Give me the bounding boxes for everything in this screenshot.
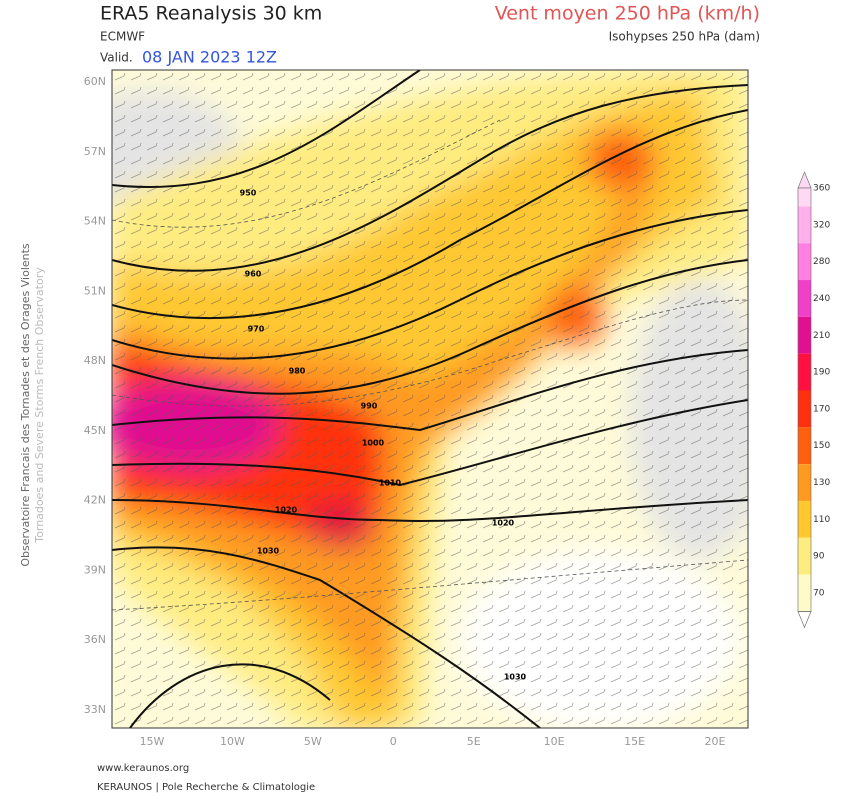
contour-label: 960 — [245, 270, 262, 279]
colorbar-label: 150 — [813, 441, 830, 451]
lat-label: 57N — [84, 145, 106, 158]
contour-label: 970 — [248, 325, 265, 334]
colorbar-swatch — [798, 206, 811, 244]
contour-label: 950 — [240, 189, 257, 198]
lon-label: 5W — [304, 735, 322, 748]
colorbar-swatch — [798, 537, 811, 575]
lon-label: 0 — [390, 735, 397, 748]
contour-label: 1000 — [362, 439, 385, 448]
map-field — [112, 70, 748, 728]
colorbar-label: 360 — [813, 184, 830, 194]
side-text: Tornadoes and Severe Storms French Obser… — [33, 267, 46, 544]
lon-label: 5E — [467, 735, 481, 748]
subtitle: ECMWF — [100, 30, 145, 44]
lon-label: 10E — [544, 735, 565, 748]
lon-label: 20E — [705, 735, 726, 748]
colorbar-label: 240 — [813, 294, 830, 304]
title: ERA5 Reanalysis 30 km — [100, 3, 322, 25]
contour-label: 1030 — [504, 673, 527, 682]
colorbar-swatch — [798, 280, 811, 317]
contour-label: 1020 — [275, 506, 298, 515]
colorbar-swatch — [798, 500, 811, 538]
colorbar-swatch — [798, 427, 811, 465]
contour-label: 990 — [361, 402, 378, 411]
colorbar-label: 130 — [813, 478, 830, 488]
lat-label: 51N — [84, 284, 106, 297]
colorbar-label: 170 — [813, 404, 830, 414]
side-text: Observatoire Francais des Tornades et de… — [19, 243, 32, 567]
colorbar-label: 90 — [813, 552, 825, 562]
map-frame — [111, 69, 749, 729]
colorbar-label: 190 — [813, 368, 830, 378]
colorbar-label: 70 — [813, 589, 825, 599]
colorbar-swatch — [798, 188, 811, 207]
colorbar-cap — [797, 171, 812, 189]
lon-label: 10W — [220, 735, 245, 748]
colorbar-label: 320 — [813, 220, 830, 230]
contour-label: 1020 — [492, 519, 515, 528]
colorbar-cap — [797, 611, 812, 629]
contour-label: 1030 — [257, 547, 280, 556]
colorbar-swatch — [798, 390, 811, 428]
colorbar-swatch — [798, 353, 811, 391]
lon-label: 15E — [624, 735, 645, 748]
lat-label: 48N — [84, 354, 106, 367]
lat-label: 36N — [84, 633, 106, 646]
parameter-subtitle: Isohypses 250 hPa (dam) — [609, 30, 760, 44]
valid-date: 08 JAN 2023 12Z — [142, 48, 277, 67]
lat-label: 42N — [84, 494, 106, 507]
colorbar-frame — [797, 187, 812, 612]
colorbar-label: 110 — [813, 515, 830, 525]
lat-label: 33N — [84, 703, 106, 716]
lat-label: 60N — [84, 75, 106, 88]
contour-label: 1010 — [379, 479, 402, 488]
colorbar-swatch — [798, 574, 811, 612]
lat-label: 45N — [84, 424, 106, 437]
lat-label: 39N — [84, 563, 106, 576]
footer-credit: KERAUNOS | Pole Recherche & Climatologie — [97, 782, 315, 793]
footer-link: www.keraunos.org — [97, 763, 189, 774]
colorbar-swatch — [798, 464, 811, 501]
lat-label: 54N — [84, 215, 106, 228]
lon-label: 15W — [140, 735, 165, 748]
colorbar-label: 210 — [813, 331, 830, 341]
contour-label: 980 — [289, 367, 306, 376]
colorbar-label: 280 — [813, 257, 830, 267]
colorbar-swatch — [798, 316, 811, 354]
valid-prefix: Valid. — [100, 51, 133, 65]
parameter-title: Vent moyen 250 hPa (km/h) — [495, 3, 760, 25]
colorbar-swatch — [798, 243, 811, 281]
